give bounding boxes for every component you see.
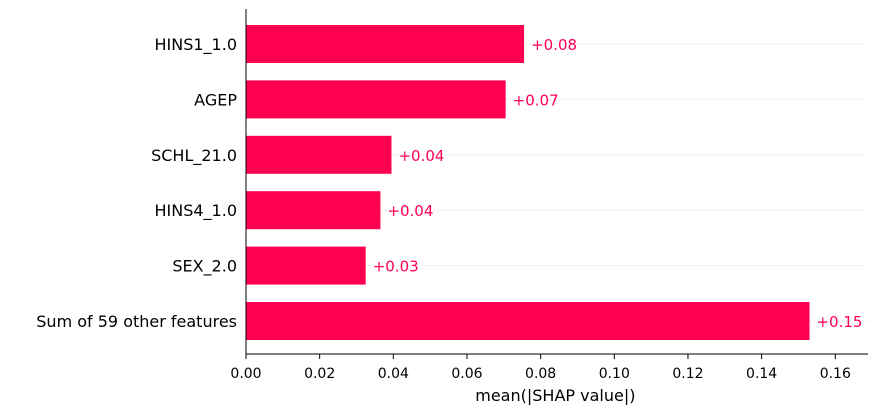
x-tick-label: 0.00 [230, 366, 261, 382]
x-tick-label: 0.02 [304, 366, 335, 382]
bar-agep [246, 80, 506, 119]
axes: 0.00 0.02 0.04 0.06 0.08 0.10 0.12 0.14 0.16 [230, 9, 868, 382]
value-label: +0.08 [531, 36, 577, 54]
feature-label: HINS1_1.0 [155, 35, 238, 55]
bar-sex-2-0 [246, 246, 366, 285]
feature-label: SCHL_21.0 [151, 146, 237, 166]
value-label: +0.07 [513, 91, 559, 109]
feature-label: HINS4_1.0 [155, 201, 238, 221]
x-axis-title: mean(|SHAP value|) [475, 386, 635, 405]
value-label: +0.04 [387, 202, 433, 220]
value-label: +0.03 [373, 258, 419, 276]
bar-hins1-1-0 [246, 25, 525, 63]
value-labels: +0.08 +0.07 +0.04 +0.04 +0.03 +0.15 [373, 36, 863, 331]
bar-hins4-1-0 [246, 191, 381, 230]
value-label: +0.04 [398, 147, 444, 165]
feature-label: Sum of 59 other features [36, 312, 237, 331]
bars [246, 25, 810, 340]
feature-label: SEX_2.0 [172, 257, 237, 277]
feature-labels: HINS1_1.0 AGEP SCHL_21.0 HINS4_1.0 SEX_2.0 Su… [36, 35, 237, 331]
bar-sum-of-59-other-features [246, 302, 810, 340]
x-tick-label: 0.08 [525, 366, 556, 382]
x-tick-label: 0.10 [599, 366, 630, 382]
bar-schl-21-0 [246, 135, 392, 174]
x-tick-label: 0.04 [378, 366, 409, 382]
value-label: +0.15 [816, 313, 862, 331]
x-tick-label: 0.12 [672, 366, 703, 382]
x-tick-label: 0.16 [820, 366, 851, 382]
feature-label: AGEP [194, 90, 237, 109]
x-tick-label: 0.14 [746, 366, 777, 382]
x-tick-label: 0.06 [451, 366, 482, 382]
